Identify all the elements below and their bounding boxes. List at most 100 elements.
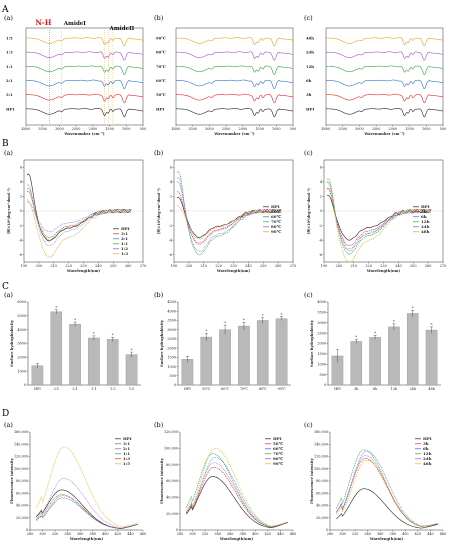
x-tick-label: 380: [390, 532, 396, 536]
x-tick-label: 270: [440, 264, 446, 268]
ftir-trace: [26, 79, 144, 90]
x-tick-label: 340: [364, 532, 370, 536]
legend-entry: 2:1: [121, 236, 128, 241]
cd-trace: [326, 182, 432, 263]
significance-mark: *: [355, 335, 357, 340]
x-tick-label: 2500: [372, 127, 381, 131]
category-label: 70℃: [240, 387, 248, 391]
x-tick-label: 230: [230, 264, 236, 268]
y-tick-label: 1500: [167, 356, 176, 360]
x-tick-label: 230: [380, 264, 386, 268]
trace-label: 90℃: [156, 36, 166, 41]
legend-entry: 3:1: [123, 441, 130, 446]
y-tick-label: 20,000: [316, 516, 328, 520]
legend-entry: 12h: [423, 451, 432, 456]
y-tick-label: 0: [174, 383, 176, 387]
category-label: 90℃: [278, 387, 286, 391]
fluorescence-trace: [186, 457, 289, 527]
x-tick-label: 360: [77, 532, 83, 536]
y-tick-label: 100,000: [314, 467, 328, 471]
x-tick-label: 250: [410, 264, 416, 268]
panel-label-B3: (c): [304, 149, 313, 157]
ftir-trace: [26, 93, 144, 104]
trace-label: 3:1: [6, 92, 13, 97]
x-tick-label: 400: [102, 532, 108, 536]
x-tick-label: 500: [290, 127, 296, 131]
bar: [388, 326, 400, 386]
fluorescence-trace: [36, 489, 139, 529]
legend-entry: 48h: [421, 229, 430, 234]
category-label: 2:1: [72, 387, 77, 391]
significance-mark: *: [262, 313, 264, 318]
fluorescence-trace: [36, 494, 139, 529]
y-tick-label: 2000: [17, 356, 26, 360]
category-label: 12h: [391, 387, 398, 391]
significance-mark: *: [224, 320, 226, 325]
y-tick-label: 4: [170, 180, 172, 184]
x-tick-label: 3000: [55, 127, 64, 131]
x-tick-label: 240: [395, 264, 401, 268]
fluorescence-trace: [36, 446, 139, 527]
y-tick-label: 140,000: [314, 442, 328, 446]
panel-label-C2: (b): [154, 291, 164, 299]
x-axis-title: Wavelength(nm): [369, 537, 404, 541]
x-tick-label: 300: [39, 532, 45, 536]
y-axis-title: Surface hydrophobicity: [310, 319, 314, 367]
x-tick-label: 380: [90, 532, 96, 536]
ftir-trace: [326, 65, 444, 75]
legend-entry: 1:3: [121, 251, 128, 256]
bar: [219, 329, 231, 386]
bar: [256, 320, 269, 386]
x-tick-label: 320: [202, 532, 208, 536]
x-axis-title: Wavelength(nm): [66, 269, 101, 273]
ftir-trace: [26, 37, 144, 47]
cd-trace: [326, 181, 432, 251]
x-tick-label: 420: [115, 532, 121, 536]
legend-entry: HPI: [121, 226, 130, 231]
ftir-trace: [326, 93, 444, 104]
y-tick-label: 1000: [17, 369, 26, 373]
y-tick-label: 0: [320, 209, 322, 213]
legend-entry: 2:1: [123, 446, 130, 451]
legend-entry: HPI: [273, 436, 282, 441]
x-tick-label: 420: [265, 532, 271, 536]
x-axis-title: Wavelength(nm): [69, 537, 104, 541]
y-tick-label: -2: [319, 224, 322, 228]
bar: [181, 359, 194, 386]
bar: [88, 337, 100, 386]
cd-trace: [26, 187, 132, 241]
legend-entry: 50℃: [271, 209, 282, 214]
y-tick-label: 4000: [167, 309, 176, 313]
x-tick-label: 280: [177, 532, 183, 536]
significance-mark: *: [281, 312, 283, 317]
x-tick-label: 190: [21, 264, 27, 268]
x-tick-label: 340: [64, 532, 70, 536]
x-tick-label: 250: [260, 264, 266, 268]
y-tick-label: 2000: [167, 346, 176, 350]
fluorescence-trace: [186, 476, 289, 529]
panel-label-B2: (b): [154, 149, 164, 157]
category-label: 1:5: [129, 387, 134, 391]
x-tick-label: 4000: [22, 127, 31, 131]
trace-label: HPI: [6, 106, 14, 111]
category-label: 80℃: [259, 387, 267, 391]
legend-entry: 90℃: [271, 229, 282, 234]
x-tick-label: 3500: [338, 127, 347, 131]
ftir-trace: [176, 108, 294, 118]
x-tick-label: 220: [365, 264, 371, 268]
x-tick-label: 1500: [405, 127, 414, 131]
category-label: 48h: [428, 387, 435, 391]
y-tick-label: 3000: [317, 321, 326, 325]
y-tick-label: 60,000: [166, 479, 178, 483]
fluorescence-trace: [336, 458, 439, 527]
bar: [200, 336, 213, 386]
x-tick-label: 2000: [89, 127, 98, 131]
x-tick-label: 2000: [389, 127, 398, 131]
fluorescence-trace: [36, 497, 139, 529]
category-label: HPI: [334, 387, 341, 391]
ftir-trace: [176, 37, 294, 47]
legend-entry: 3:1: [121, 231, 128, 236]
x-tick-label: 360: [227, 532, 233, 536]
legend-entry: 90℃: [273, 461, 284, 466]
